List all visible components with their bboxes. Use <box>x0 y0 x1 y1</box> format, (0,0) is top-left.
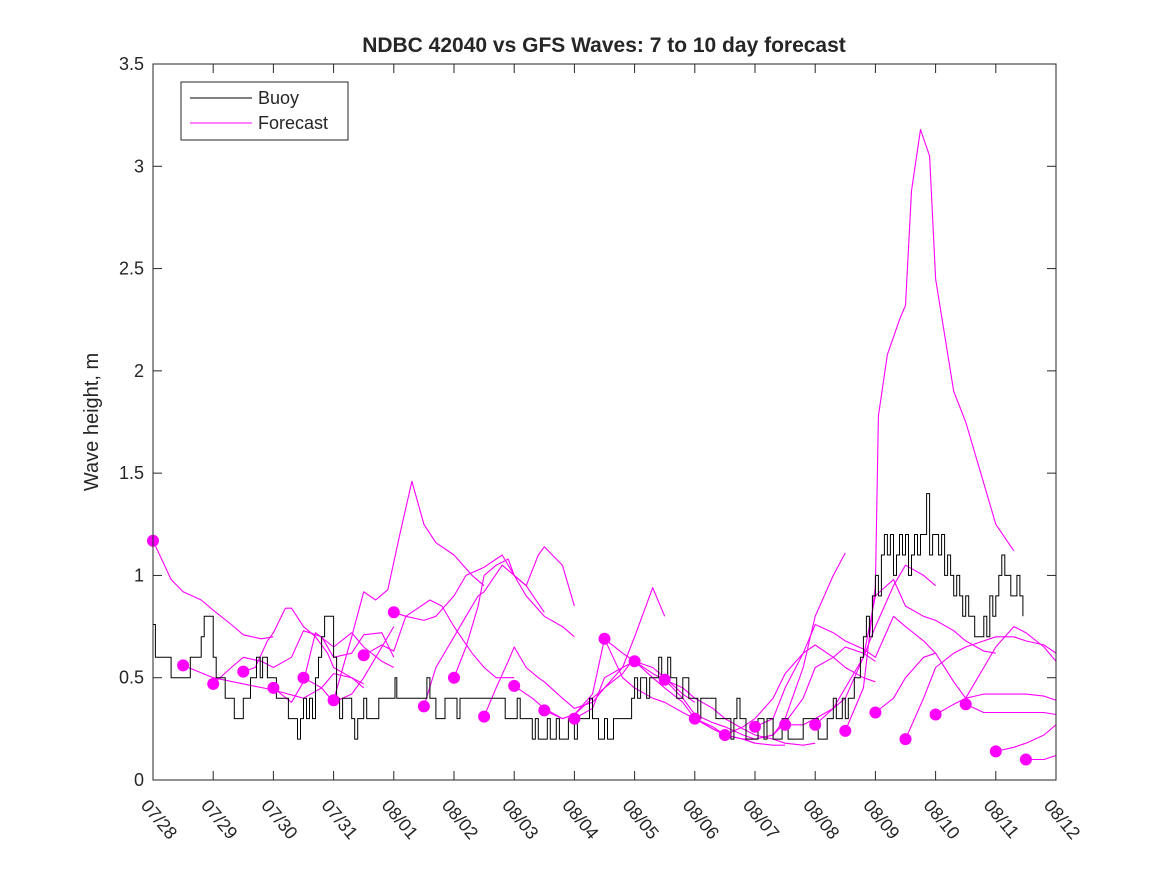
forecast-line-23 <box>844 128 1015 732</box>
x-tick-label: 07/30 <box>257 796 301 843</box>
forecast-marker <box>598 632 611 645</box>
forecast-marker <box>177 659 190 672</box>
x-tick-label: 08/08 <box>799 796 843 843</box>
forecast-marker <box>929 708 942 721</box>
forecast-marker <box>1019 753 1032 766</box>
forecast-marker <box>267 681 280 694</box>
forecast-line-28 <box>995 724 1056 752</box>
forecast-line-26 <box>935 693 1056 715</box>
legend: Buoy Forecast <box>180 81 349 141</box>
forecast-line-0 <box>153 540 274 640</box>
forecast-marker <box>628 655 641 668</box>
forecast-line-5 <box>303 626 395 703</box>
forecast-marker <box>989 745 1002 758</box>
forecast-marker <box>869 706 882 719</box>
forecast-marker <box>718 729 731 741</box>
y-tick-label: 2 <box>134 361 144 381</box>
x-tick-label: 07/29 <box>197 796 241 843</box>
y-axis-label: Wave height, m <box>81 353 103 491</box>
y-tick-label: 1 <box>134 565 144 585</box>
plot-axes-box <box>152 63 1057 781</box>
forecast-line-7 <box>363 599 515 679</box>
forecast-line-6 <box>333 480 485 701</box>
forecast-line-2 <box>212 630 395 685</box>
forecast-line-8 <box>393 554 575 638</box>
y-tick-label: 1.5 <box>119 463 144 483</box>
y-tick-label: 3.5 <box>119 54 144 74</box>
series-layer <box>153 128 1056 761</box>
legend-box <box>180 81 349 141</box>
forecast-marker <box>508 679 521 692</box>
forecast-marker <box>417 700 430 713</box>
forecast-marker <box>839 724 852 737</box>
forecast-marker <box>658 673 671 686</box>
x-tick-label: 08/06 <box>679 796 723 843</box>
y-tick-label: 2.5 <box>119 259 144 279</box>
plot-background <box>153 64 1056 780</box>
forecast-marker <box>448 671 460 684</box>
x-tick-label: 08/02 <box>438 796 482 843</box>
forecast-marker <box>899 733 912 746</box>
y-tick-label: 0.5 <box>119 668 144 688</box>
forecast-marker <box>207 677 220 690</box>
chart-title: NDBC 42040 vs GFS Waves: 7 to 10 day for… <box>362 34 846 57</box>
forecast-marker <box>357 649 370 662</box>
forecast-line-29 <box>1025 754 1056 761</box>
forecast-marker <box>478 710 491 723</box>
forecast-line-25 <box>904 636 1056 740</box>
forecast-line-27 <box>965 703 1056 716</box>
forecast-marker <box>297 671 310 684</box>
forecast-marker <box>749 720 761 733</box>
x-tick-label: 08/07 <box>739 796 783 843</box>
forecast-marker <box>538 704 551 717</box>
x-tick-label: 07/31 <box>318 796 362 843</box>
forecast-marker <box>387 606 400 619</box>
forecast-line-10 <box>453 558 545 678</box>
forecast-marker <box>688 712 701 725</box>
x-tick-label: 07/28 <box>137 796 181 843</box>
legend-forecast-label: Forecast <box>258 113 328 133</box>
x-tick-label: 08/12 <box>1040 796 1084 843</box>
forecast-marker <box>809 718 822 731</box>
forecast-line-9 <box>423 546 575 707</box>
forecast-line-20 <box>754 615 936 728</box>
x-tick-label: 08/01 <box>378 796 422 843</box>
x-tick-label: 08/09 <box>859 796 903 843</box>
x-tick-label: 08/05 <box>619 796 663 843</box>
x-tick-label: 08/04 <box>558 796 602 843</box>
forecast-marker <box>237 665 250 678</box>
x-tick-label: 08/03 <box>498 796 542 843</box>
x-tick-label: 08/11 <box>980 796 1023 842</box>
x-tick-label: 08/10 <box>920 796 964 843</box>
forecast-marker <box>959 698 972 711</box>
legend-buoy-label: Buoy <box>258 88 299 108</box>
forecast-marker <box>568 712 581 725</box>
y-tick-label: 3 <box>134 156 144 176</box>
forecast-marker <box>327 694 340 707</box>
y-tick-label: 0 <box>134 770 144 790</box>
forecast-marker <box>779 718 792 731</box>
